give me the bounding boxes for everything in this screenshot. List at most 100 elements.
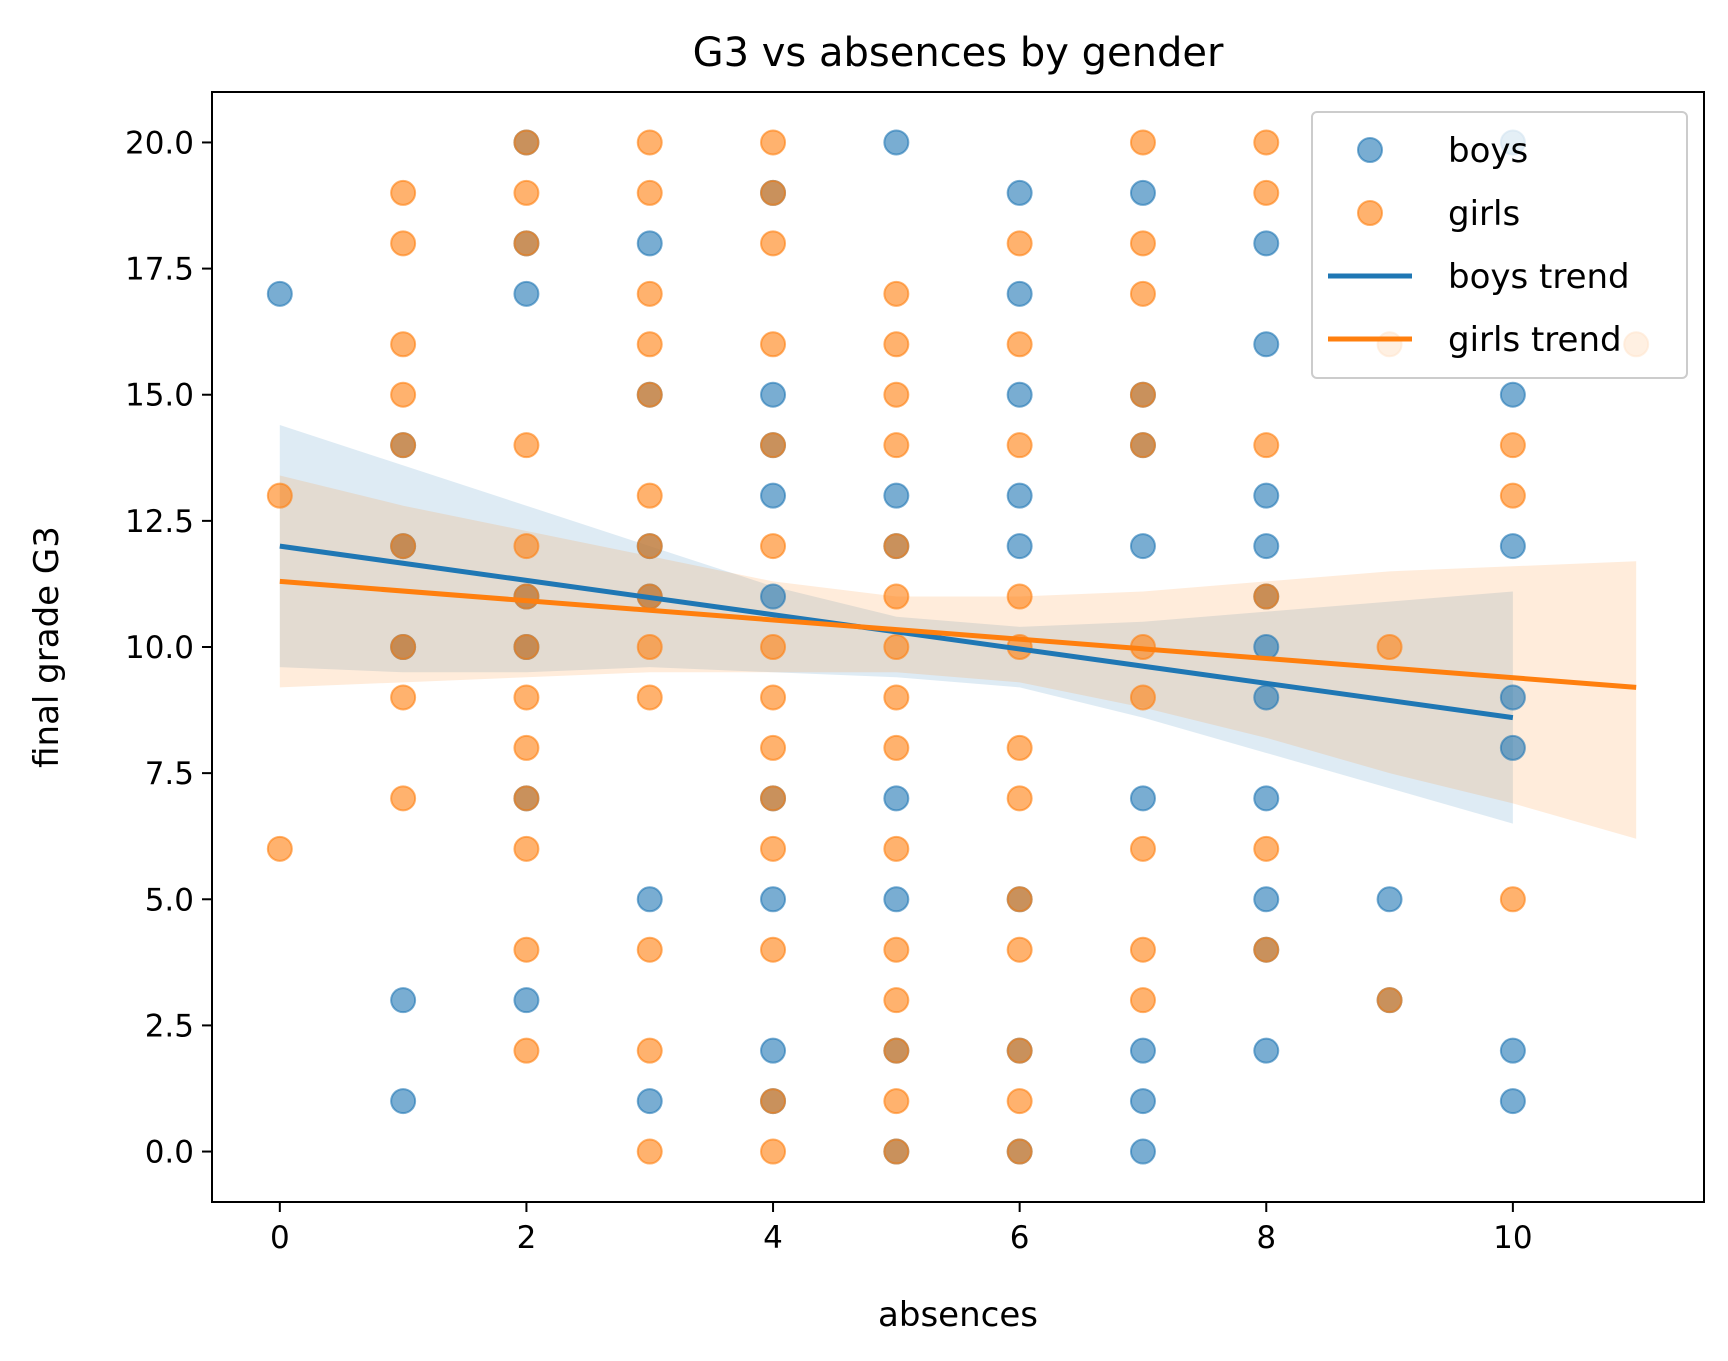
point-girls-9 bbox=[390, 684, 417, 711]
point-boys-51 bbox=[1253, 230, 1280, 257]
point-girls-76 bbox=[1006, 1088, 1033, 1115]
point-girls-98 bbox=[1499, 482, 1526, 509]
point-girls-22 bbox=[513, 936, 540, 963]
point-girls-12 bbox=[513, 179, 540, 206]
point-boys-35 bbox=[1006, 179, 1033, 206]
trend-lines bbox=[279, 543, 1637, 721]
point-girls-11 bbox=[513, 129, 540, 156]
legend-marker-1 bbox=[1357, 200, 1383, 226]
y-tick-label: 7.5 bbox=[145, 756, 194, 792]
point-boys-67 bbox=[1499, 684, 1526, 711]
x-tick-label: 2 bbox=[517, 1220, 537, 1256]
point-boys-48 bbox=[1129, 1037, 1156, 1064]
point-girls-50 bbox=[760, 1138, 787, 1165]
point-girls-41 bbox=[760, 432, 787, 459]
point-girls-45 bbox=[760, 734, 787, 761]
point-girls-72 bbox=[1006, 785, 1033, 812]
point-girls-37 bbox=[760, 129, 787, 156]
point-girls-23 bbox=[513, 1037, 540, 1064]
point-boys-17 bbox=[636, 886, 663, 913]
point-girls-57 bbox=[883, 634, 910, 660]
point-girls-51 bbox=[883, 280, 910, 307]
point-girls-24 bbox=[636, 129, 663, 156]
point-boys-31 bbox=[883, 785, 910, 812]
point-boys-29 bbox=[883, 482, 910, 509]
point-girls-78 bbox=[1129, 129, 1156, 156]
point-girls-62 bbox=[883, 987, 910, 1014]
point-boys-46 bbox=[1129, 533, 1156, 560]
point-girls-0 bbox=[266, 482, 293, 509]
point-girls-20 bbox=[513, 785, 540, 812]
point-girls-33 bbox=[636, 684, 663, 711]
point-girls-34 bbox=[636, 936, 663, 963]
legend-label-3: girls trend bbox=[1448, 320, 1622, 360]
point-girls-77 bbox=[1006, 1138, 1033, 1165]
point-girls-32 bbox=[636, 634, 663, 660]
point-boys-62 bbox=[1376, 886, 1403, 913]
legend-label-1: girls bbox=[1448, 194, 1520, 234]
point-boys-70 bbox=[1499, 1088, 1526, 1115]
point-boys-47 bbox=[1129, 785, 1156, 812]
point-boys-59 bbox=[1253, 886, 1280, 913]
point-girls-28 bbox=[636, 381, 663, 408]
point-girls-17 bbox=[513, 634, 540, 660]
chart-title: G3 vs absences by gender bbox=[693, 30, 1224, 76]
point-girls-4 bbox=[390, 331, 417, 358]
point-girls-13 bbox=[513, 230, 540, 257]
x-tick-label: 10 bbox=[1493, 1220, 1532, 1256]
point-girls-60 bbox=[883, 835, 910, 862]
y-tick-label: 12.5 bbox=[125, 504, 194, 540]
y-tick-label: 15.0 bbox=[125, 378, 194, 414]
point-boys-32 bbox=[883, 886, 910, 913]
point-boys-25 bbox=[760, 886, 787, 913]
x-tick-label: 8 bbox=[1256, 1220, 1276, 1256]
point-girls-21 bbox=[513, 835, 540, 862]
point-boys-53 bbox=[1253, 482, 1280, 509]
point-girls-87 bbox=[1129, 987, 1156, 1014]
point-boys-28 bbox=[883, 129, 910, 156]
point-girls-42 bbox=[760, 533, 787, 560]
point-boys-0 bbox=[266, 280, 293, 307]
confidence-band-0 bbox=[279, 425, 1513, 824]
point-boys-12 bbox=[513, 987, 540, 1014]
point-girls-25 bbox=[636, 179, 663, 206]
confidence-bands bbox=[279, 425, 1637, 839]
point-girls-79 bbox=[1129, 230, 1156, 257]
point-girls-81 bbox=[1129, 381, 1156, 408]
point-girls-36 bbox=[636, 1138, 663, 1165]
point-girls-56 bbox=[883, 583, 910, 610]
point-boys-58 bbox=[1253, 785, 1280, 812]
point-girls-2 bbox=[390, 179, 417, 206]
point-girls-29 bbox=[636, 482, 663, 509]
point-boys-5 bbox=[390, 1088, 417, 1115]
point-boys-43 bbox=[1129, 179, 1156, 206]
y-axis-label: final grade G3 bbox=[27, 526, 67, 768]
x-axis-label: absences bbox=[878, 1295, 1038, 1335]
point-boys-49 bbox=[1129, 1088, 1156, 1115]
point-boys-50 bbox=[1129, 1138, 1156, 1165]
point-girls-75 bbox=[1006, 1037, 1033, 1064]
point-girls-97 bbox=[1499, 432, 1526, 459]
point-boys-8 bbox=[513, 280, 540, 307]
point-girls-44 bbox=[760, 684, 787, 711]
x-axis-ticks: 0 2 4 6 8 10 bbox=[270, 1202, 1533, 1256]
point-girls-68 bbox=[1006, 432, 1033, 459]
point-girls-58 bbox=[883, 684, 910, 711]
point-girls-64 bbox=[883, 1088, 910, 1115]
point-girls-63 bbox=[883, 1037, 910, 1064]
point-girls-66 bbox=[1006, 230, 1033, 257]
point-boys-38 bbox=[1006, 482, 1033, 509]
point-boys-36 bbox=[1006, 280, 1033, 307]
x-tick-label: 0 bbox=[270, 1220, 290, 1256]
point-girls-73 bbox=[1006, 886, 1033, 913]
point-girls-92 bbox=[1253, 835, 1280, 862]
point-boys-23 bbox=[760, 583, 787, 610]
point-girls-89 bbox=[1253, 179, 1280, 206]
point-girls-38 bbox=[760, 179, 787, 206]
point-boys-66 bbox=[1499, 533, 1526, 560]
point-boys-4 bbox=[390, 987, 417, 1014]
point-girls-84 bbox=[1129, 684, 1156, 711]
y-axis-ticks: 0.0 2.5 5.0 7.5 10.0 12.5 15.0 17.5 20.0 bbox=[125, 125, 212, 1171]
point-girls-27 bbox=[636, 331, 663, 358]
